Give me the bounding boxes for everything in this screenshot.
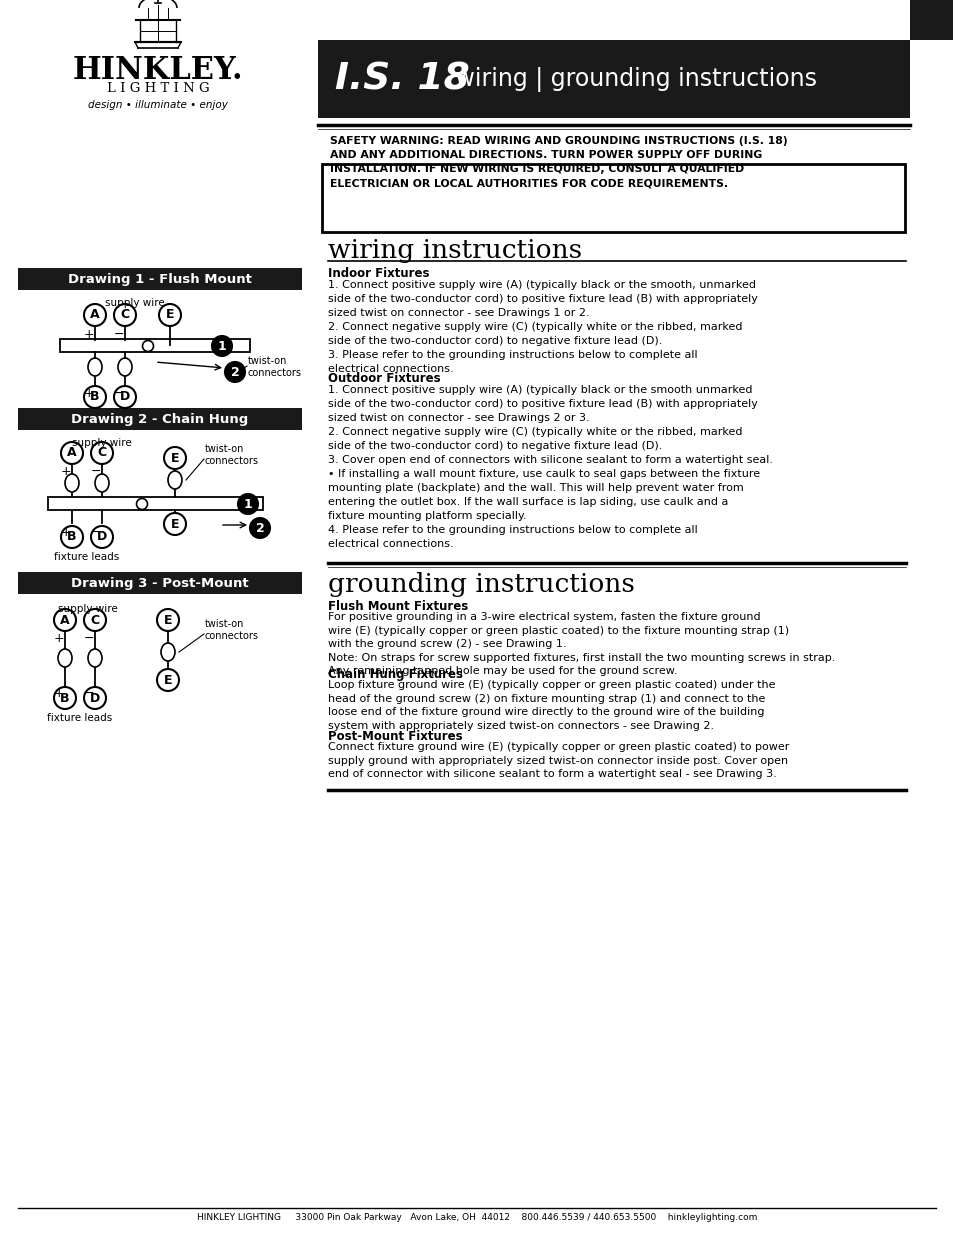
Text: supply wire: supply wire [105,298,165,308]
Text: A: A [67,447,77,459]
Ellipse shape [88,650,102,667]
Text: −: − [91,466,101,478]
Text: +: + [53,632,64,645]
Text: A: A [60,614,70,626]
Text: SAFETY WARNING: READ WIRING AND GROUNDING INSTRUCTIONS (I.S. 18)
AND ANY ADDITIO: SAFETY WARNING: READ WIRING AND GROUNDIN… [330,136,787,188]
Text: Indoor Fixtures: Indoor Fixtures [328,267,429,280]
Text: 1: 1 [217,340,226,352]
Text: C: C [97,447,107,459]
Text: fixture leads: fixture leads [77,412,143,422]
Text: −: − [84,632,94,645]
Text: Flush Mount Fixtures: Flush Mount Fixtures [328,600,468,613]
Text: fixture leads: fixture leads [54,552,119,562]
Text: wiring | grounding instructions: wiring | grounding instructions [448,67,816,91]
Text: 1: 1 [243,498,253,510]
Text: +: + [61,466,71,478]
Text: 1. Connect positive supply wire (A) (typically black or the smooth unmarked
side: 1. Connect positive supply wire (A) (typ… [328,385,772,550]
Text: supply wire: supply wire [58,604,117,614]
Text: I.S. 18: I.S. 18 [924,130,938,180]
Ellipse shape [58,650,71,667]
Bar [18,408,302,430]
Text: −: − [84,687,94,700]
Text: C: C [120,309,130,321]
Text: +: + [84,329,94,341]
Text: 2: 2 [231,366,239,378]
Text: Chain Hung Fixtures: Chain Hung Fixtures [328,668,462,680]
Circle shape [250,517,270,538]
Text: E: E [166,309,174,321]
Text: I.S. 18: I.S. 18 [335,61,469,98]
Text: Outdoor Fixtures: Outdoor Fixtures [328,372,440,385]
Text: twist-on
connectors: twist-on connectors [205,443,258,466]
Ellipse shape [161,643,174,661]
Text: D: D [120,390,130,404]
Bar [60,338,250,352]
Ellipse shape [118,358,132,375]
Ellipse shape [65,474,79,492]
Text: supply wire: supply wire [71,438,132,448]
Bar [909,0,953,40]
Text: Drawing 3 - Post-Mount: Drawing 3 - Post-Mount [71,577,249,589]
Text: +: + [61,526,71,538]
Circle shape [225,362,245,382]
Text: E: E [171,517,179,531]
Bar [322,164,904,232]
Text: B: B [91,390,100,404]
Text: −: − [113,329,124,341]
Text: +: + [84,387,94,400]
Circle shape [237,494,257,514]
Bar [18,572,302,594]
Text: Drawing 1 - Flush Mount: Drawing 1 - Flush Mount [68,273,252,285]
Text: design • illuminate • enjoy: design • illuminate • enjoy [88,100,228,110]
Text: HINKLEY LIGHTING     33000 Pin Oak Parkway   Avon Lake, OH  44012    800.446.553: HINKLEY LIGHTING 33000 Pin Oak Parkway A… [196,1213,757,1221]
Text: E: E [164,614,172,626]
Text: E: E [164,673,172,687]
Bar [317,40,909,119]
Circle shape [212,336,232,356]
Text: Loop fixture ground wire (E) (typically copper or green plastic coated) under th: Loop fixture ground wire (E) (typically … [328,680,775,731]
Text: grounding instructions: grounding instructions [328,572,634,597]
Text: E: E [171,452,179,464]
Bar [18,268,302,290]
Text: C: C [91,614,99,626]
Text: Post-Mount Fixtures: Post-Mount Fixtures [328,730,462,743]
Ellipse shape [168,471,182,489]
Text: L I G H T I N G: L I G H T I N G [107,82,209,95]
Text: twist-on
connectors: twist-on connectors [248,356,302,378]
Text: B: B [67,531,76,543]
Text: B: B [60,692,70,704]
Text: A: A [91,309,100,321]
Bar [48,496,263,510]
Text: 2: 2 [255,521,264,535]
Text: D: D [97,531,107,543]
Text: −: − [91,526,101,538]
Text: For positive grounding in a 3-wire electrical system, fasten the fixture ground
: For positive grounding in a 3-wire elect… [328,613,835,677]
Text: twist-on
connectors: twist-on connectors [205,619,258,641]
Text: −: − [113,387,124,400]
Ellipse shape [95,474,109,492]
Text: D: D [90,692,100,704]
Text: Connect fixture ground wire (E) (typically copper or green plastic coated) to po: Connect fixture ground wire (E) (typical… [328,742,788,779]
Text: +: + [53,687,64,700]
Ellipse shape [88,358,102,375]
Text: 1. Connect positive supply wire (A) (typically black or the smooth, unmarked
sid: 1. Connect positive supply wire (A) (typ… [328,280,757,374]
Text: fixture leads: fixture leads [48,713,112,722]
Text: Drawing 2 - Chain Hung: Drawing 2 - Chain Hung [71,412,249,426]
Text: HINKLEY.: HINKLEY. [72,56,243,86]
Text: wiring instructions: wiring instructions [328,238,581,263]
